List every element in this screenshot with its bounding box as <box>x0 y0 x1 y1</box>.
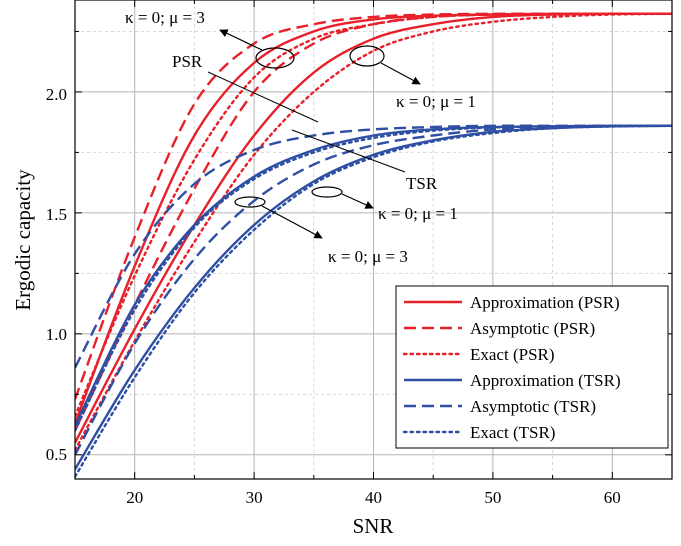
y-tick-label: 1.0 <box>46 325 67 344</box>
y-tick-label: 1.5 <box>46 205 67 224</box>
axis-ticks <box>74 0 673 479</box>
legend-label: Asymptotic (TSR) <box>470 397 596 416</box>
x-tick-label: 60 <box>604 488 621 507</box>
tsr-mu1-arrow <box>341 193 374 209</box>
tsr-mu3-arrow <box>261 205 323 239</box>
legend-swatches <box>402 300 464 434</box>
annotation-psr-mu1: κ = 0; μ = 1 <box>396 92 476 111</box>
psr-mu1-arrow <box>380 62 421 85</box>
legend-box <box>395 285 669 449</box>
series-layer <box>75 12 672 478</box>
legend-label: Exact (TSR) <box>470 423 555 442</box>
y-tick-label: 0.5 <box>46 445 67 464</box>
annotation-psr-mu3: κ = 0; μ = 3 <box>125 8 205 27</box>
annotation-tsr-mu3: κ = 0; μ = 3 <box>328 247 408 266</box>
annotation-tsr-mu1: κ = 0; μ = 1 <box>378 204 458 223</box>
x-tick-label: 40 <box>365 488 382 507</box>
legend: Approximation (PSR) Asymptotic (PSR) Exa… <box>395 285 669 449</box>
legend-label: Asymptotic (PSR) <box>470 319 595 338</box>
y-axis-label: Ergodic capacity <box>11 169 35 311</box>
annotation-tsr: TSR <box>406 174 438 193</box>
psr-mu1-ellipse <box>349 45 385 67</box>
series-line-tsr-dot-11 <box>75 124 672 478</box>
x-tick-label: 20 <box>126 488 143 507</box>
series-line-psr-dot-5 <box>75 12 672 452</box>
series-line-psr-dash-3 <box>75 12 672 432</box>
tsr-mu3-ellipse <box>234 196 266 208</box>
legend-label: Approximation (PSR) <box>470 293 620 312</box>
psr-leader-line <box>207 71 319 123</box>
tsr-mu1-ellipse <box>311 186 343 198</box>
series-line-psr-dot-4 <box>75 12 672 418</box>
psr-mu3-arrow <box>219 29 263 51</box>
annotation-markers <box>207 29 421 239</box>
x-axis-label: SNR <box>353 514 394 538</box>
y-tick-label: 2.0 <box>46 85 67 104</box>
x-tick-label: 50 <box>484 488 501 507</box>
tsr-leader-line <box>291 129 406 173</box>
series-line-tsr-dot-10 <box>75 124 672 432</box>
annotation-psr: PSR <box>172 52 203 71</box>
legend-label: Exact (PSR) <box>470 345 555 364</box>
x-tick-label: 30 <box>246 488 263 507</box>
legend-label: Approximation (TSR) <box>470 371 621 390</box>
psr-mu3-ellipse <box>255 47 295 69</box>
